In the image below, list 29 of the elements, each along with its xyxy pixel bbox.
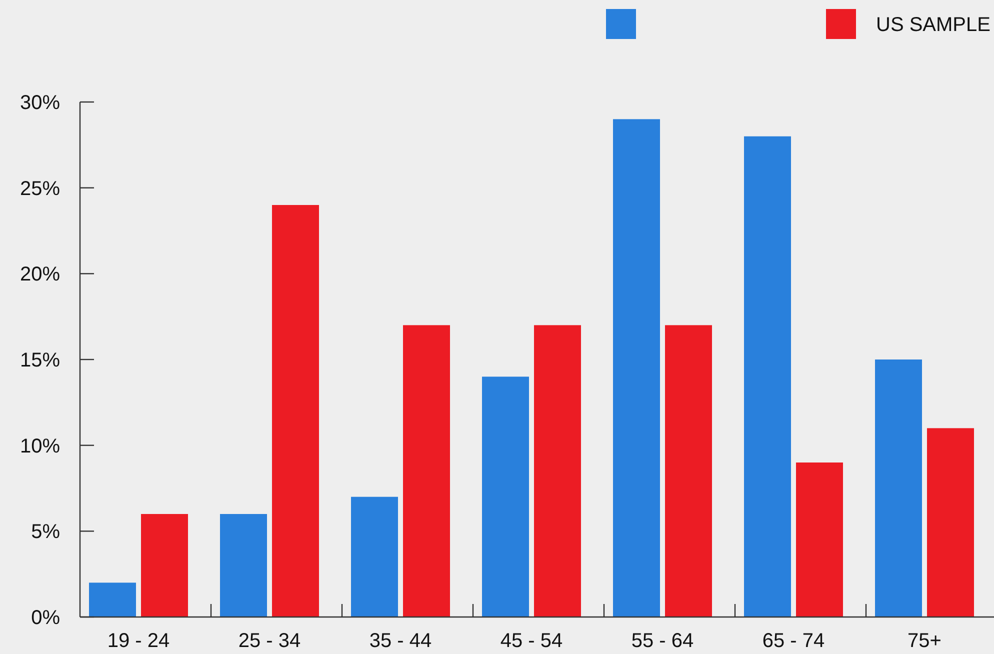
bar [875, 360, 922, 617]
bar [744, 136, 791, 617]
x-tick-label: 35 - 44 [369, 630, 432, 652]
legend-label: US SAMPLE [876, 14, 990, 36]
bar [534, 325, 581, 617]
bar [796, 462, 843, 617]
bar [927, 428, 974, 617]
x-tick-label: 65 - 74 [762, 630, 825, 652]
y-tick-label: 0% [31, 607, 60, 629]
bar [220, 514, 267, 617]
x-tick-label: 75+ [908, 630, 942, 652]
bar [141, 514, 188, 617]
x-tick-label: 45 - 54 [500, 630, 563, 652]
bar [482, 376, 529, 617]
bar [403, 325, 450, 617]
bar [351, 496, 398, 617]
bar [665, 325, 712, 617]
bar [89, 582, 136, 617]
x-tick-label: 25 - 34 [238, 630, 301, 652]
y-tick-label: 5% [31, 521, 60, 544]
bar [613, 119, 660, 617]
x-tick-label: 19 - 24 [107, 630, 170, 652]
y-tick-label: 10% [20, 435, 60, 458]
y-tick-label: 20% [20, 264, 60, 286]
y-tick-label: 30% [20, 92, 60, 114]
y-tick-label: 15% [20, 350, 60, 372]
x-tick-label: 55 - 64 [631, 630, 694, 652]
bar [272, 205, 319, 617]
y-tick-label: 25% [20, 178, 60, 200]
